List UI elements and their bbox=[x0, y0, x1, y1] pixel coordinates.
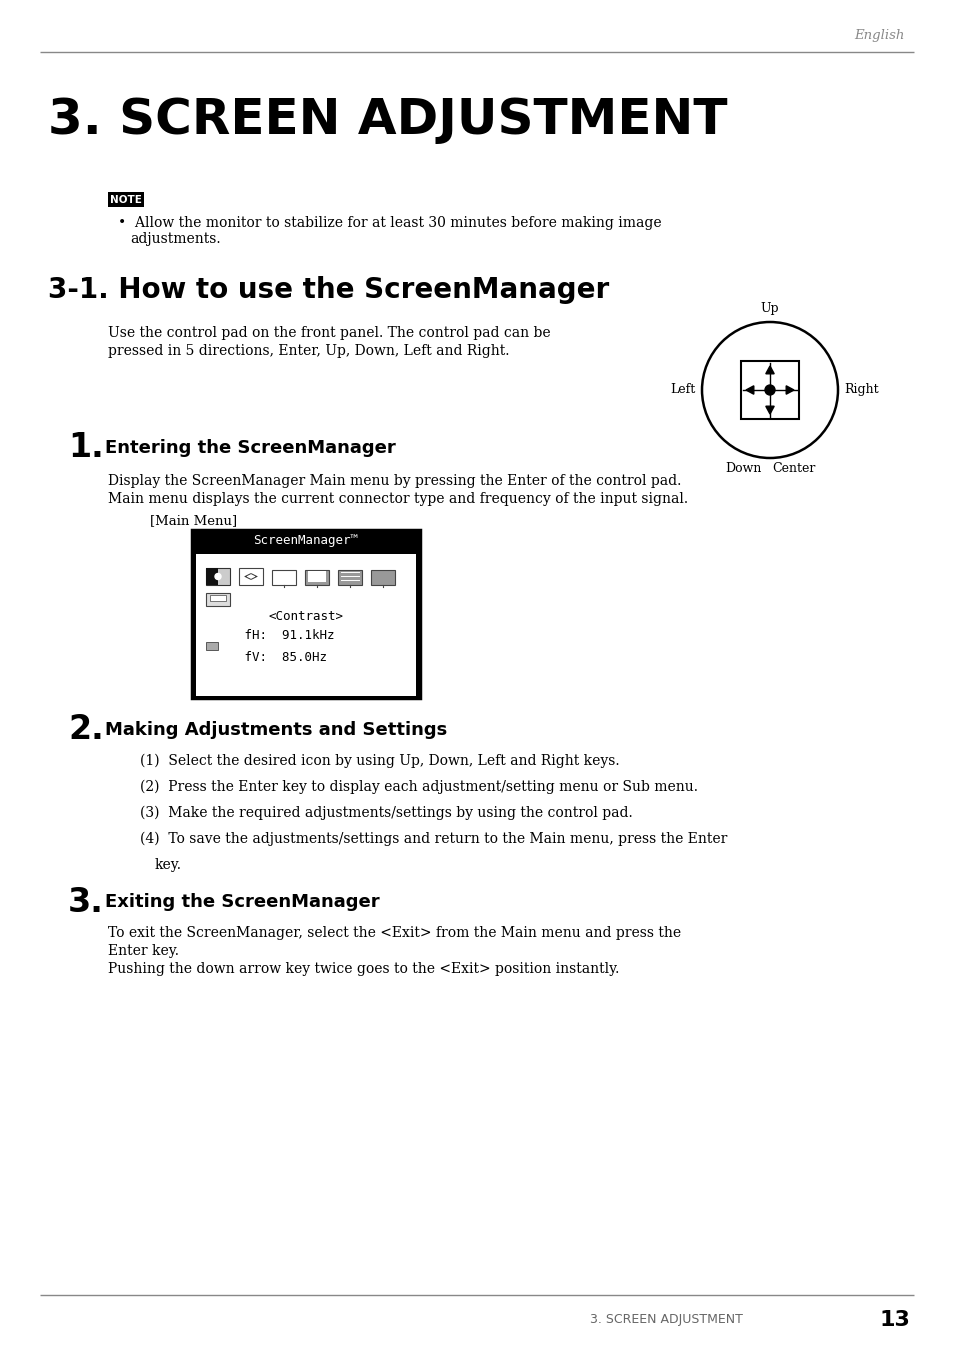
Circle shape bbox=[214, 573, 221, 580]
Bar bbox=[740, 361, 799, 419]
Text: 3. SCREEN ADJUSTMENT: 3. SCREEN ADJUSTMENT bbox=[48, 96, 727, 144]
Bar bbox=[210, 594, 226, 601]
Text: 3.: 3. bbox=[68, 886, 104, 918]
Text: 13: 13 bbox=[879, 1310, 909, 1330]
Bar bbox=[272, 570, 295, 585]
Text: <Contrast>: <Contrast> bbox=[268, 611, 343, 624]
Bar bbox=[195, 554, 416, 696]
Text: Up: Up bbox=[760, 302, 779, 315]
Bar bbox=[305, 570, 329, 585]
Text: Main menu displays the current connector type and frequency of the input signal.: Main menu displays the current connector… bbox=[108, 492, 687, 506]
Bar bbox=[192, 530, 419, 698]
Text: Display the ScreenManager Main menu by pressing the Enter of the control pad.: Display the ScreenManager Main menu by p… bbox=[108, 474, 680, 488]
Text: 3-1. How to use the ScreenManager: 3-1. How to use the ScreenManager bbox=[48, 276, 609, 305]
Text: (1)  Select the desired icon by using Up, Down, Left and Right keys.: (1) Select the desired icon by using Up,… bbox=[140, 754, 619, 768]
Text: 3. SCREEN ADJUSTMENT: 3. SCREEN ADJUSTMENT bbox=[589, 1313, 742, 1326]
Text: Left: Left bbox=[670, 383, 696, 396]
Bar bbox=[239, 568, 263, 585]
Text: Making Adjustments and Settings: Making Adjustments and Settings bbox=[105, 721, 447, 739]
Bar bbox=[206, 593, 230, 607]
Polygon shape bbox=[765, 406, 774, 414]
Text: NOTE: NOTE bbox=[110, 195, 142, 205]
Text: To exit the ScreenManager, select the <Exit> from the Main menu and press the: To exit the ScreenManager, select the <E… bbox=[108, 926, 680, 940]
Text: •  Allow the monitor to stabilize for at least 30 minutes before making image: • Allow the monitor to stabilize for at … bbox=[118, 216, 661, 231]
Polygon shape bbox=[765, 367, 774, 373]
Text: Exiting the ScreenManager: Exiting the ScreenManager bbox=[105, 892, 379, 911]
Bar bbox=[371, 570, 395, 585]
Bar bbox=[308, 572, 326, 582]
Text: Down: Down bbox=[725, 462, 761, 474]
Text: [Main Menu]: [Main Menu] bbox=[150, 514, 237, 527]
Bar bbox=[206, 568, 218, 585]
Polygon shape bbox=[785, 386, 793, 394]
Circle shape bbox=[764, 386, 774, 395]
Bar bbox=[206, 642, 218, 650]
Text: (4)  To save the adjustments/settings and return to the Main menu, press the Ent: (4) To save the adjustments/settings and… bbox=[140, 832, 726, 847]
Bar bbox=[337, 570, 361, 585]
Text: 2.: 2. bbox=[68, 713, 104, 747]
Text: Center: Center bbox=[771, 462, 815, 474]
Text: fH:  91.1kHz: fH: 91.1kHz bbox=[222, 630, 335, 643]
Text: Right: Right bbox=[843, 383, 878, 396]
Bar bbox=[108, 191, 144, 208]
Text: key.: key. bbox=[154, 857, 182, 872]
Text: fV:  85.0Hz: fV: 85.0Hz bbox=[222, 651, 327, 665]
Bar bbox=[193, 530, 417, 551]
Text: (3)  Make the required adjustments/settings by using the control pad.: (3) Make the required adjustments/settin… bbox=[140, 806, 632, 821]
Text: (2)  Press the Enter key to display each adjustment/setting menu or Sub menu.: (2) Press the Enter key to display each … bbox=[140, 780, 698, 794]
Bar bbox=[206, 568, 230, 585]
Text: pressed in 5 directions, Enter, Up, Down, Left and Right.: pressed in 5 directions, Enter, Up, Down… bbox=[108, 344, 509, 359]
Text: adjustments.: adjustments. bbox=[130, 232, 220, 245]
Text: 1.: 1. bbox=[68, 431, 104, 465]
Text: English: English bbox=[854, 30, 904, 43]
Text: ScreenManager™: ScreenManager™ bbox=[253, 535, 358, 547]
Text: Entering the ScreenManager: Entering the ScreenManager bbox=[105, 439, 395, 457]
Text: Use the control pad on the front panel. The control pad can be: Use the control pad on the front panel. … bbox=[108, 326, 550, 340]
Polygon shape bbox=[745, 386, 753, 394]
Text: Enter key.: Enter key. bbox=[108, 944, 179, 958]
Text: Pushing the down arrow key twice goes to the <Exit> position instantly.: Pushing the down arrow key twice goes to… bbox=[108, 962, 618, 976]
